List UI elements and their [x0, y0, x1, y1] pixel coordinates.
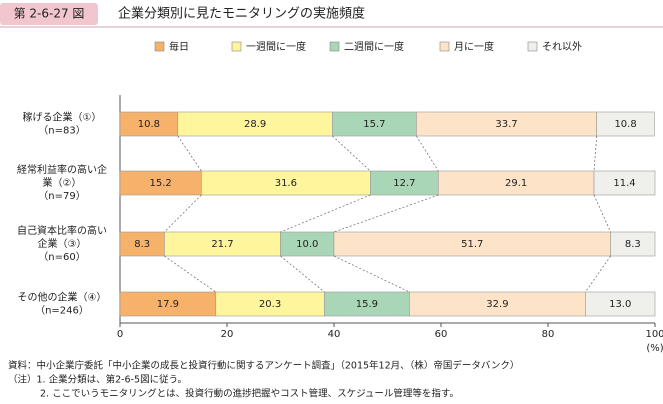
category-label: 企業（③）: [38, 237, 87, 250]
bar-segment: [416, 111, 597, 137]
figure-tag: [0, 3, 98, 25]
value-label: 10.8: [614, 119, 636, 130]
value-label: 12.7: [393, 178, 415, 189]
legend-label: 毎日: [169, 40, 189, 53]
footnote: 資料：中小企業庁委託「中小企業の成長と投資行動に関するアンケート調査」（2015…: [8, 360, 519, 372]
x-tick-label: 0: [117, 329, 123, 340]
value-label: 20.3: [259, 299, 281, 310]
category-label: （n=83）: [38, 125, 85, 137]
connector: [416, 135, 439, 172]
connector: [333, 194, 439, 233]
value-label: 8.3: [134, 239, 150, 250]
bar-segment: [438, 170, 595, 196]
legend-swatch: [329, 41, 340, 52]
value-label: 15.7: [363, 119, 385, 130]
chart-title: 企業分類別に見たモニタリングの実施頻度: [118, 6, 365, 22]
connector: [333, 255, 410, 293]
x-unit: (%): [646, 343, 663, 354]
value-label: 28.9: [244, 119, 266, 130]
legend-swatch: [231, 41, 242, 52]
value-label: 51.7: [461, 239, 483, 250]
figure-label: 第 2-6-27 図: [14, 7, 85, 21]
value-label: 10.0: [296, 239, 318, 250]
value-label: 31.6: [275, 178, 297, 189]
legend-swatch: [439, 41, 450, 52]
bar-segment: [370, 170, 439, 196]
legend-label: 一週間に一度: [246, 40, 306, 53]
x-tick-label: 60: [435, 329, 448, 340]
category-label: その他の企業（④）: [18, 291, 107, 304]
bar-segment: [333, 231, 611, 257]
x-tick-label: 80: [542, 329, 555, 340]
bar-segment: [119, 291, 217, 317]
value-label: 29.1: [505, 178, 527, 189]
legend-swatch: [154, 41, 165, 52]
legend-label: 月に一度: [454, 40, 494, 53]
connector: [280, 255, 325, 293]
legend-label: 二週間に一度: [344, 40, 404, 53]
bar-segment: [324, 291, 410, 317]
category-label: 自己資本比率の高い: [17, 224, 107, 237]
x-tick-label: 100: [645, 329, 663, 340]
bar-segment: [119, 170, 202, 196]
category-label: （n=246）: [35, 305, 89, 317]
value-label: 32.9: [486, 299, 508, 310]
bar-segment: [610, 231, 656, 257]
category-label: 業（②）: [43, 176, 82, 189]
bar-segment: [585, 291, 656, 317]
footnote: （注）1. 企業分類は、第2-6-5図に従う。: [8, 374, 187, 386]
legend-swatch: [527, 41, 538, 52]
value-label: 11.4: [613, 178, 635, 189]
legend-label: それ以外: [542, 41, 582, 53]
category-label: （n=60）: [38, 251, 85, 263]
value-label: 15.9: [356, 299, 378, 310]
value-label: 8.3: [625, 239, 641, 250]
bar-segment: [164, 231, 281, 257]
footnote: 2. ここでいうモニタリングとは、投資行動の進捗把握やコスト管理、スケジュール管…: [40, 388, 459, 400]
value-label: 13.0: [609, 299, 631, 310]
connector: [332, 135, 371, 172]
bar-segment: [593, 170, 656, 196]
category-label: （n=79）: [38, 190, 85, 202]
value-label: 33.7: [495, 119, 517, 130]
bar-segment: [409, 291, 586, 317]
bar-segment: [280, 231, 335, 257]
connector: [164, 194, 202, 233]
category-label: 経常利益率の高い企: [17, 163, 107, 176]
value-label: 15.2: [150, 178, 172, 189]
connector: [585, 255, 611, 293]
bar-segment: [177, 111, 333, 137]
connector: [593, 135, 598, 172]
value-label: 10.8: [138, 119, 160, 130]
x-tick-label: 20: [221, 329, 234, 340]
connector: [593, 194, 611, 233]
category-label: 稼げる企業（①）: [23, 111, 102, 124]
value-label: 21.7: [211, 239, 233, 250]
bar-segment: [201, 170, 371, 196]
connector: [177, 135, 202, 172]
x-tick-label: 40: [328, 329, 341, 340]
bar-segment: [119, 111, 179, 137]
bar-segment: [596, 111, 655, 137]
connector: [164, 255, 216, 293]
value-label: 17.9: [157, 299, 179, 310]
connector: [280, 194, 371, 233]
